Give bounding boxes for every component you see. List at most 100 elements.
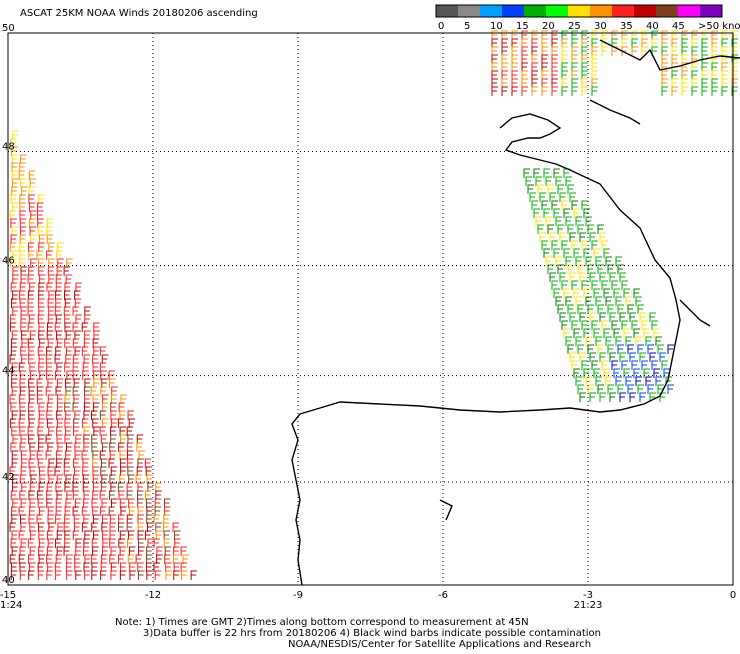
wind-barb xyxy=(110,546,118,556)
wind-barb xyxy=(54,466,62,476)
wind-barb xyxy=(609,312,616,322)
wind-barb xyxy=(37,394,44,404)
wind-barb xyxy=(56,546,64,556)
wind-barb xyxy=(173,562,181,572)
wind-barb xyxy=(72,530,80,540)
wind-barb xyxy=(108,490,116,500)
wind-barb xyxy=(623,328,630,338)
lat-label: 44 xyxy=(2,366,15,377)
wind-barb xyxy=(565,296,572,306)
wind-barb xyxy=(597,384,604,394)
wind-barb xyxy=(521,38,528,48)
wind-barb xyxy=(38,234,46,244)
wind-barb xyxy=(655,376,662,386)
wind-barb xyxy=(64,434,71,444)
wind-barb xyxy=(38,530,45,540)
wind-barb xyxy=(38,482,46,492)
wind-barb xyxy=(691,54,698,64)
wind-barb xyxy=(633,368,640,378)
wind-barb xyxy=(603,288,610,298)
colorbar-label: 40 xyxy=(646,21,659,32)
wind-barb xyxy=(491,70,498,80)
wind-barb xyxy=(601,360,608,370)
wind-barb xyxy=(74,554,81,564)
wind-barb xyxy=(621,280,628,290)
wind-barb xyxy=(571,280,578,290)
wind-barb xyxy=(101,522,108,532)
wind-barb xyxy=(511,70,518,80)
wind-barb xyxy=(671,86,678,96)
wind-barb xyxy=(72,506,80,516)
wind-barb xyxy=(137,506,145,516)
wind-barb xyxy=(573,368,580,378)
wind-barb xyxy=(605,336,612,346)
wind-barb xyxy=(28,314,36,324)
wind-barb xyxy=(553,248,560,258)
wind-barb xyxy=(63,466,71,476)
wind-barb xyxy=(551,240,558,250)
wind-barb xyxy=(64,418,71,428)
wind-barb xyxy=(138,570,145,580)
wind-barb xyxy=(601,30,608,40)
wind-barb xyxy=(12,290,19,300)
wind-barb xyxy=(64,538,71,548)
wind-barb xyxy=(631,360,638,370)
wind-barb xyxy=(661,54,668,64)
wind-barb xyxy=(531,70,538,80)
wind-barb xyxy=(146,506,153,516)
wind-barb xyxy=(108,370,116,380)
wind-barb xyxy=(144,490,152,500)
wind-barb xyxy=(581,360,588,370)
wind-barb xyxy=(36,386,44,396)
wind-barb xyxy=(19,442,27,452)
wind-barb xyxy=(681,86,688,96)
wind-barb xyxy=(623,368,630,378)
wind-barb xyxy=(156,554,163,564)
wind-barb xyxy=(557,264,564,274)
wind-barb xyxy=(621,38,628,48)
wind-barb xyxy=(27,538,35,548)
wind-barb xyxy=(38,266,45,276)
wind-barb xyxy=(501,30,508,40)
wind-barb xyxy=(12,498,19,508)
wind-barb xyxy=(637,304,644,314)
wind-barb xyxy=(543,168,550,178)
wind-barb xyxy=(73,418,80,428)
wind-barb xyxy=(84,530,91,540)
wind-barb xyxy=(128,474,135,484)
wind-barb xyxy=(20,522,27,532)
wind-barb xyxy=(37,458,45,468)
wind-barb xyxy=(100,386,107,396)
wind-barb xyxy=(118,402,126,412)
wind-barb xyxy=(565,216,572,226)
wind-barb xyxy=(19,402,26,412)
wind-barb xyxy=(83,490,91,500)
wind-barb xyxy=(146,498,153,508)
wind-barb xyxy=(28,394,36,404)
wind-barb xyxy=(38,194,45,204)
wind-barb xyxy=(29,466,37,476)
colorbar-label: >50 knots xyxy=(698,21,740,32)
wind-barb xyxy=(163,498,171,508)
wind-barb xyxy=(81,346,89,356)
wind-barb xyxy=(39,338,46,348)
wind-barb xyxy=(109,514,117,524)
wind-barb xyxy=(65,346,73,356)
wind-barb xyxy=(92,506,99,516)
wind-barb xyxy=(100,506,107,516)
wind-barb xyxy=(38,418,45,428)
wind-barb xyxy=(561,46,568,56)
wind-barb xyxy=(28,386,36,396)
wind-barb xyxy=(609,392,616,402)
wind-barb xyxy=(721,30,728,40)
wind-barb xyxy=(531,54,538,64)
wind-barb xyxy=(591,38,598,48)
wind-barb xyxy=(165,562,172,572)
wind-barb xyxy=(74,450,82,460)
wind-barb xyxy=(27,426,35,436)
wind-barb xyxy=(511,86,518,96)
wind-barb xyxy=(92,530,100,540)
wind-barb xyxy=(28,570,35,580)
wind-barb xyxy=(511,54,518,64)
wind-barb xyxy=(649,392,656,402)
